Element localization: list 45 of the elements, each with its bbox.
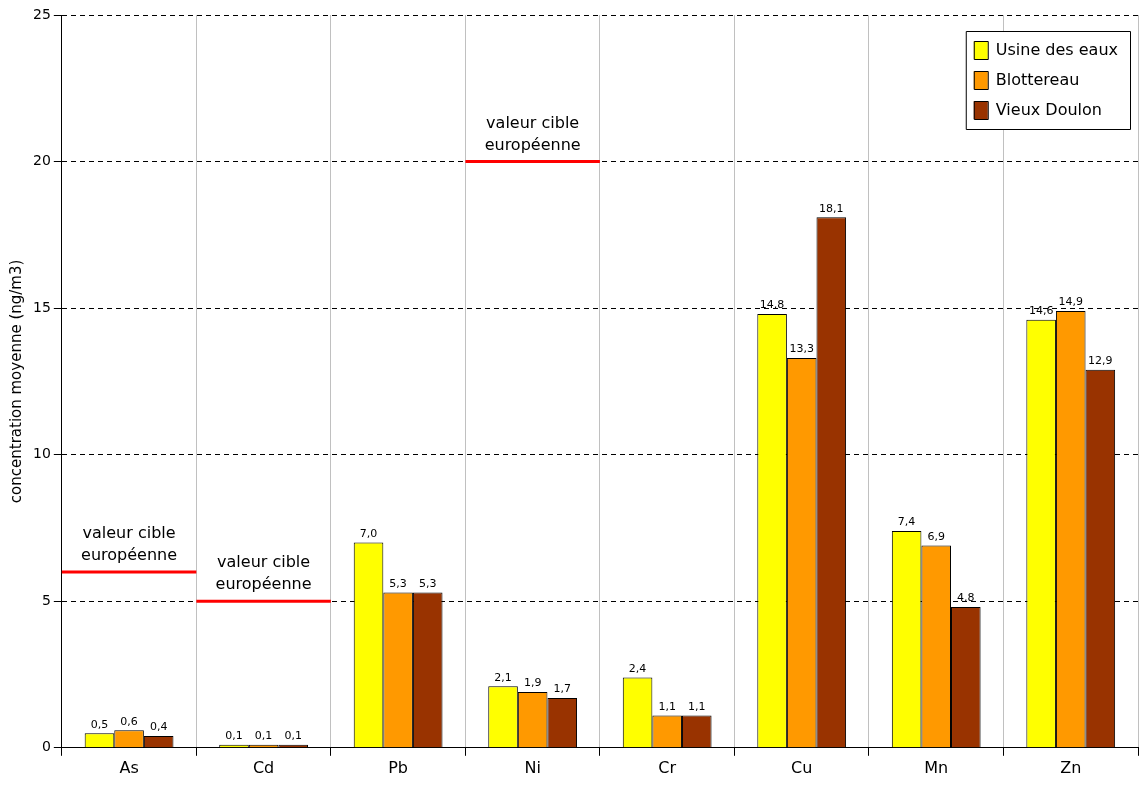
x-tick-label: Cd — [252, 757, 275, 777]
data-label: 0,1 — [225, 729, 243, 743]
y-axis-title: concentration moyenne (ng/m3) — [6, 259, 25, 504]
legend-label: Usine des eaux — [995, 40, 1119, 60]
data-label: 14,8 — [759, 298, 785, 312]
x-tick-label: Cr — [658, 757, 677, 777]
y-tick-label: 0 — [41, 738, 51, 755]
data-label: 1,1 — [688, 699, 706, 713]
data-label: 0,1 — [284, 729, 302, 743]
data-label: 5,3 — [418, 576, 437, 590]
y-tick-label: 20 — [32, 152, 51, 169]
data-label: 0,4 — [149, 720, 168, 734]
data-label: 6,9 — [927, 529, 945, 543]
x-tick-label: As — [119, 757, 139, 777]
ref-line-label: valeur cible européenne — [484, 112, 581, 154]
data-label: 2,1 — [494, 670, 512, 684]
x-tick-label: Zn — [1060, 757, 1082, 777]
data-label: 4,8 — [957, 591, 975, 605]
x-tick-label: Mn — [924, 757, 949, 777]
x-tick-label: Pb — [388, 757, 409, 777]
ref-line-label: valeur cible européenne — [215, 552, 312, 594]
y-tick-label: 15 — [32, 298, 51, 315]
data-label: 0,5 — [90, 717, 109, 731]
data-label: 1,7 — [553, 682, 571, 696]
data-label: 0,1 — [254, 729, 273, 743]
legend-label: Blottereau — [995, 70, 1080, 90]
data-label: 18,1 — [819, 201, 844, 215]
data-label: 13,3 — [789, 342, 814, 356]
ref-line-label: valeur cible européenne — [81, 523, 178, 565]
data-label: 14,6 — [1028, 304, 1054, 318]
legend-label: Vieux Doulon — [995, 100, 1102, 120]
y-tick-label: 5 — [41, 591, 51, 608]
x-tick-label: Ni — [524, 757, 541, 777]
data-label: 0,6 — [120, 714, 138, 728]
data-label: 14,9 — [1058, 295, 1083, 309]
y-tick-label: 25 — [32, 5, 51, 22]
data-label: 12,9 — [1088, 354, 1113, 368]
data-label: 5,3 — [389, 576, 407, 590]
data-label: 1,1 — [658, 699, 676, 713]
data-label: 7,4 — [897, 515, 916, 529]
data-label: 2,4 — [628, 661, 647, 675]
y-tick-label: 10 — [32, 445, 51, 462]
data-label: 1,9 — [523, 676, 542, 690]
data-label: 7,0 — [359, 526, 378, 540]
x-tick-label: Cu — [791, 757, 813, 777]
